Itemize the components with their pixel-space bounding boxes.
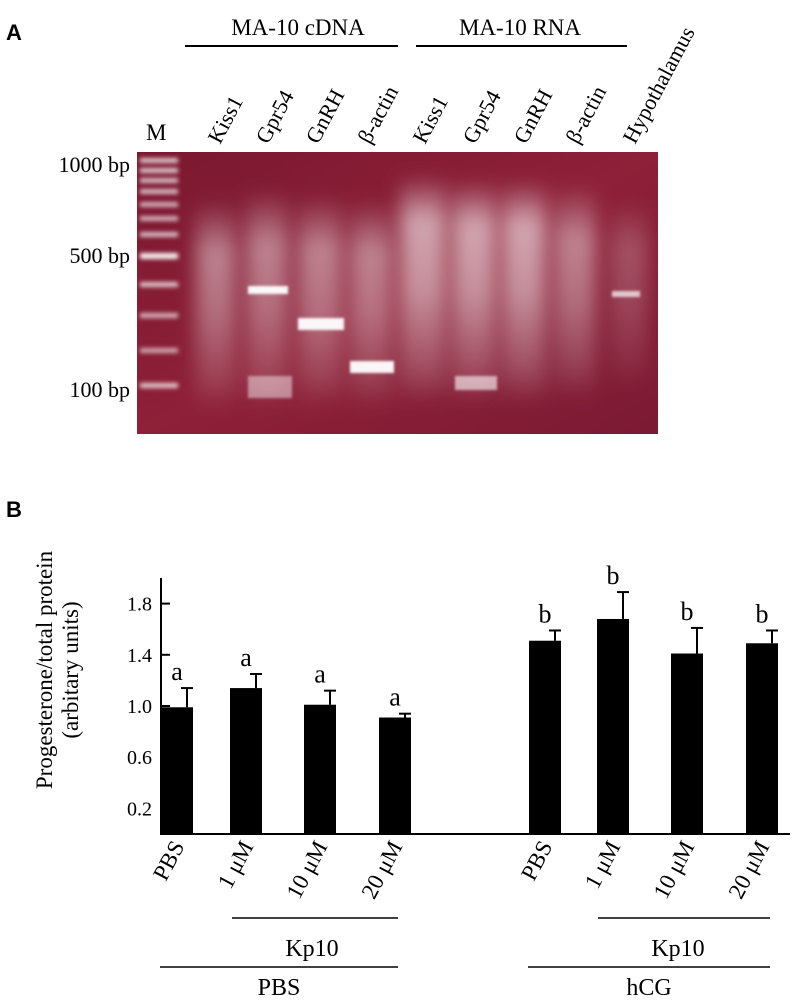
bar	[529, 640, 561, 834]
y-tick-label: 0.6	[127, 747, 152, 769]
lane-label-1: Kiss1	[202, 91, 248, 147]
y-tick-label: 1.0	[127, 696, 152, 718]
subgroup-label-hcg: Kp10	[651, 936, 704, 962]
bar	[671, 653, 703, 834]
size-label-1000: 1000 bp	[59, 152, 131, 177]
bar	[597, 618, 629, 834]
y-tick-label: 1.4	[127, 645, 152, 667]
bar	[304, 704, 336, 834]
bar	[379, 717, 411, 834]
y-axis-label-line-2: (arbitary units)	[58, 601, 83, 738]
marker-label: M	[146, 120, 166, 145]
lane-label-3: GnRH	[300, 85, 349, 148]
x-tick-label: 1 μM	[213, 837, 259, 893]
x-tick-label: 20 μM	[723, 837, 774, 903]
significance-letter: b	[681, 597, 694, 626]
y-tick-label: 1.8	[127, 594, 152, 616]
size-label-100: 100 bp	[70, 377, 131, 402]
significance-letter: a	[171, 657, 183, 686]
group-label-hcg: hCG	[626, 975, 671, 1001]
lane-label-8: β-actin	[560, 82, 611, 148]
x-tick-label: 20 μM	[356, 837, 407, 903]
significance-letter: a	[314, 660, 326, 689]
lane-label-6: Gpr54	[457, 86, 505, 147]
panel-a-letter: A	[6, 20, 22, 45]
y-axis-label-line-1: Progesterone/total protein	[32, 550, 57, 789]
group-label-rna: MA-10 RNA	[459, 15, 581, 40]
lane-label-2: Gpr54	[250, 86, 298, 147]
group-label-cdna: MA-10 cDNA	[231, 15, 365, 40]
significance-letter: a	[389, 683, 401, 712]
lane-label-5: Kiss1	[407, 91, 453, 147]
x-tick-label: 10 μM	[648, 837, 699, 903]
significance-letter: b	[607, 561, 620, 590]
y-tick-label: 0.2	[127, 798, 152, 820]
group-label-pbs: PBS	[258, 975, 301, 1001]
lane-label-9: Hypothalamus	[617, 22, 699, 147]
gel-image	[137, 152, 658, 434]
significance-letter: b	[756, 599, 769, 628]
bar	[161, 707, 193, 834]
x-tick-label: 10 μM	[281, 837, 332, 903]
bar	[746, 643, 778, 834]
lane-label-4: β-actin	[352, 82, 403, 148]
x-tick-label: PBS	[516, 837, 557, 885]
significance-letter: b	[539, 599, 552, 628]
panel-b-letter: B	[6, 497, 22, 522]
significance-letter: a	[240, 643, 252, 672]
size-label-500: 500 bp	[70, 243, 131, 268]
bar	[230, 688, 262, 834]
x-tick-label: 1 μM	[580, 837, 626, 893]
x-tick-label: PBS	[148, 837, 189, 885]
lane-label-7: GnRH	[508, 85, 557, 148]
subgroup-label-pbs: Kp10	[285, 936, 338, 962]
